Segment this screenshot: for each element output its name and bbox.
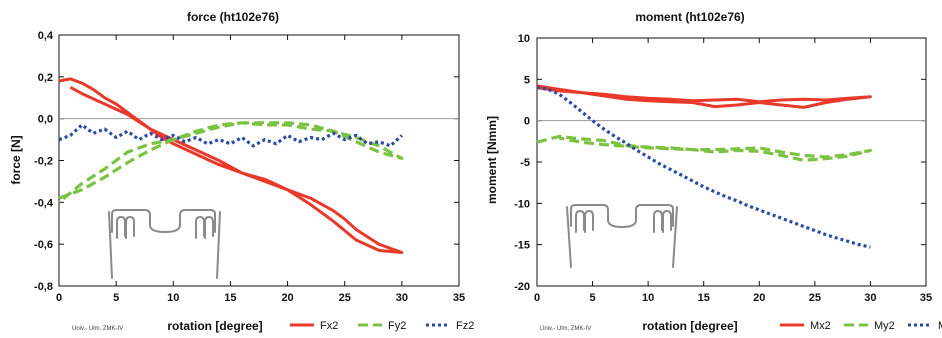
- x-tick-label: 30: [396, 292, 408, 304]
- force-series-fz2: [58, 123, 403, 148]
- x-tick-label: 20: [753, 292, 765, 304]
- legend-label-mx2: Mx2: [810, 320, 831, 332]
- force-series: [57, 77, 404, 254]
- y-tick-label: -0,6: [34, 239, 53, 251]
- x-tick-label: 35: [453, 292, 465, 304]
- y-tick-label: -0,8: [34, 281, 53, 293]
- y-tick-label: 10: [518, 33, 530, 45]
- moment-credit-text: Univ.- Ulm, ZMK-IV: [540, 326, 591, 332]
- x-tick-label: 30: [864, 292, 876, 304]
- y-tick-label: -10: [514, 198, 530, 210]
- x-tick-label: 15: [698, 292, 710, 304]
- y-tick-label: -5: [520, 157, 530, 169]
- moment-plot-frame: [536, 37, 927, 287]
- legend-label-mz2: Mz2: [938, 320, 942, 332]
- moment-chart-title: moment (ht102e76): [635, 10, 744, 24]
- moment-y-ticks: 10 5 0 -5 -10 -15 -20: [514, 33, 926, 293]
- x-tick-label: 25: [809, 292, 821, 304]
- moment-series-mx2: [536, 84, 872, 109]
- moment-series-mz2: [536, 86, 871, 249]
- moment-bracket-illustration: [566, 204, 678, 268]
- y-tick-label: -15: [514, 240, 530, 252]
- legend-label-fz2: Fz2: [456, 320, 474, 332]
- moment-series-my2: [536, 134, 873, 162]
- x-tick-label: 10: [642, 292, 654, 304]
- force-x-ticks: 0 5 10 15 20 25 30 35: [56, 35, 465, 304]
- moment-legend: Mx2 My2 Mz2: [780, 320, 942, 332]
- x-tick-label: 20: [281, 292, 293, 304]
- y-tick-label: 0,2: [38, 72, 53, 84]
- legend-label-my2: My2: [874, 320, 895, 332]
- x-tick-label: 10: [167, 292, 179, 304]
- x-tick-label: 15: [224, 292, 236, 304]
- moment-series: [536, 84, 873, 249]
- force-series-fy2: [57, 121, 404, 204]
- force-series-fx2: [58, 77, 404, 254]
- force-y-axis-label: force [N]: [9, 135, 23, 184]
- force-chart: force (ht102e76) 0,4 0,2 0,0 -0,2 -0,4 -0,6 -0…: [9, 10, 474, 333]
- force-credit-text: Univ.- Ulm, ZMK-IV: [72, 326, 123, 332]
- force-chart-title: force (ht102e76): [187, 10, 279, 24]
- force-y-ticks: 0,4 0,2 0,0 -0,2 -0,4 -0,6 -0,8: [34, 30, 459, 293]
- y-tick-label: -20: [514, 281, 530, 293]
- x-tick-label: 5: [590, 292, 596, 304]
- moment-y-axis-label: moment [Nmm]: [485, 116, 499, 204]
- x-tick-label: 0: [534, 292, 540, 304]
- force-legend: Fx2 Fy2 Fz2: [290, 320, 474, 332]
- x-tick-label: 0: [56, 292, 62, 304]
- y-tick-label: -0,4: [34, 197, 54, 209]
- x-tick-label: 35: [920, 292, 932, 304]
- moment-chart: moment (ht102e76) 10 5 0 -5 -10 -15 -20 0 5 10 15…: [485, 10, 942, 333]
- y-tick-label: -0,2: [34, 156, 53, 168]
- force-bracket-illustration: [108, 209, 221, 279]
- y-tick-label: 0,0: [38, 114, 53, 126]
- moment-x-axis-label: rotation [degree]: [642, 319, 737, 333]
- legend-label-fy2: Fy2: [388, 320, 406, 332]
- force-plot-frame: [58, 34, 460, 287]
- y-tick-label: 0: [524, 116, 530, 128]
- y-tick-label: 0,4: [38, 30, 54, 42]
- legend-label-fx2: Fx2: [320, 320, 338, 332]
- force-x-axis-label: rotation [degree]: [167, 319, 262, 333]
- y-tick-label: 5: [524, 74, 530, 86]
- x-tick-label: 5: [113, 292, 119, 304]
- moment-x-ticks: 0 5 10 15 20 25 30 35: [534, 38, 932, 304]
- x-tick-label: 25: [339, 292, 351, 304]
